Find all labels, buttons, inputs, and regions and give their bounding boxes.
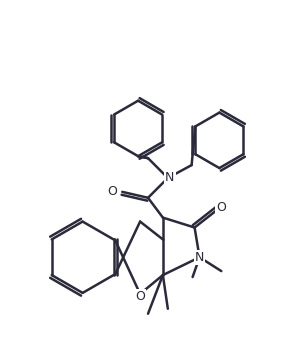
Text: N: N [195,251,204,264]
Text: O: O [107,186,117,199]
Text: N: N [165,171,175,184]
Text: O: O [216,201,226,214]
Text: O: O [135,290,145,303]
